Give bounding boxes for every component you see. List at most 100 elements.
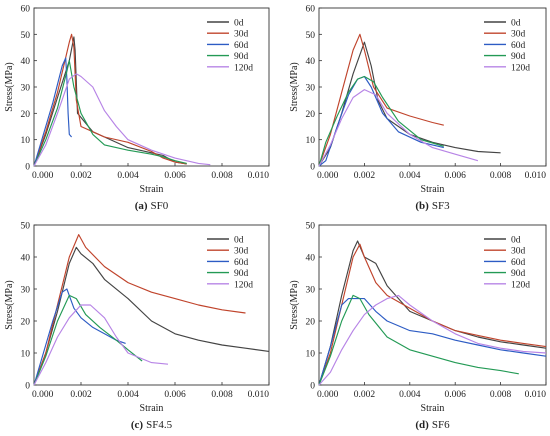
x-tick-label: 0.002	[354, 390, 376, 400]
legend-label-120d: 120d	[511, 280, 530, 290]
y-tick-label: 10	[21, 136, 31, 146]
legend-label-30d: 30d	[234, 247, 249, 257]
x-tick-label: 0.006	[445, 390, 467, 400]
legend-label-120d: 120d	[234, 63, 253, 73]
series-line-30d	[33, 33, 187, 167]
y-tick-label: 50	[306, 31, 316, 41]
y-tick-label: 0	[310, 163, 315, 173]
legend-label-60d: 60d	[511, 41, 526, 51]
x-tick-label: 0.004	[399, 390, 421, 400]
series-line-90d	[33, 294, 143, 386]
x-tick-label: 0.010	[525, 171, 547, 181]
legend-label-90d: 90d	[511, 52, 526, 62]
x-tick-label: 0.008	[490, 390, 512, 400]
panel-caption-name: SF4.5	[146, 419, 172, 431]
series-line-60d	[318, 298, 547, 386]
y-tick-label: 40	[306, 57, 316, 67]
legend-label-120d: 120d	[511, 63, 530, 73]
chart-panel-sf6: 0.000 0.002 0.004 0.006 0.008 0.010 0 10 20 30 40 5…	[289, 222, 547, 431]
y-tick-label: 50	[21, 31, 31, 41]
y-tick-label: 0	[25, 163, 30, 173]
y-tick-label: 20	[306, 318, 316, 328]
x-tick-label: 0.004	[399, 171, 421, 181]
x-tick-label: 0.002	[70, 171, 92, 181]
y-tick-label: 30	[306, 84, 316, 94]
x-tick-label: 0.010	[525, 390, 547, 400]
panel-caption-tag: (d)	[415, 419, 429, 431]
chart-panel-sf0: 0.000 0.002 0.004 0.006 0.008 0.010 0 10 20 30 40 5…	[4, 5, 270, 212]
series-line-120d	[33, 73, 211, 167]
x-axis-label: Strain	[421, 403, 445, 414]
legend-label-90d: 90d	[234, 269, 249, 279]
panel-caption: (a) SF0	[135, 200, 169, 212]
y-tick-label: 20	[21, 110, 31, 120]
y-tick-label: 50	[21, 222, 31, 232]
panel-caption-name: SF6	[432, 419, 450, 431]
x-tick-label: 0.002	[354, 171, 376, 181]
y-tick-label: 60	[306, 5, 316, 15]
legend-label-60d: 60d	[511, 258, 526, 268]
legend-label-0d: 0d	[511, 236, 521, 246]
y-tick-label: 30	[21, 286, 31, 296]
series-line-90d	[318, 75, 444, 167]
y-tick-label: 20	[306, 110, 316, 120]
series-line-0d	[33, 36, 187, 167]
series-line-120d	[33, 304, 169, 386]
series-line-60d	[33, 288, 126, 386]
x-tick-label: 0.010	[248, 390, 270, 400]
series-line-0d	[33, 246, 270, 386]
y-tick-label: 10	[306, 136, 316, 146]
legend-label-0d: 0d	[234, 236, 244, 246]
series-line-30d	[318, 243, 547, 386]
y-tick-label: 0	[310, 382, 315, 392]
panel-caption: (c) SF4.5	[131, 419, 173, 431]
x-tick-label: 0.000	[317, 171, 339, 181]
panel-caption: (d) SF6	[415, 419, 450, 431]
legend-label-90d: 90d	[511, 269, 526, 279]
legend-label-0d: 0d	[234, 19, 244, 29]
series-line-30d	[318, 33, 444, 167]
plot-frame	[318, 224, 547, 386]
y-tick-label: 30	[306, 286, 316, 296]
plot-frame	[33, 224, 270, 386]
x-tick-label: 0.004	[117, 171, 139, 181]
series-line-90d	[318, 294, 519, 386]
y-tick-label: 50	[306, 222, 316, 232]
legend-label-120d: 120d	[234, 280, 253, 290]
chart-panel-sf3: 0.000 0.002 0.004 0.006 0.008 0.010 0 10 20 30 40 5…	[289, 5, 547, 212]
x-tick-label: 0.010	[248, 171, 270, 181]
legend-label-30d: 30d	[511, 30, 526, 40]
legend-label-60d: 60d	[234, 41, 249, 51]
series-line-120d	[318, 89, 479, 167]
y-tick-label: 60	[21, 5, 31, 15]
series-line-60d	[33, 57, 73, 167]
series-line-120d	[318, 294, 547, 386]
x-tick-label: 0.002	[70, 390, 92, 400]
series-line-60d	[318, 75, 444, 167]
y-axis-label: Stress(MPa)	[289, 280, 300, 329]
series-line-90d	[33, 60, 187, 167]
y-tick-label: 30	[21, 84, 31, 94]
panel-caption-tag: (b)	[415, 200, 429, 212]
legend-label-30d: 30d	[234, 30, 249, 40]
x-tick-label: 0.006	[445, 171, 467, 181]
chart-panel-sf4-5: 0.000 0.002 0.004 0.006 0.008 0.010 0 10 20 30 40 5…	[4, 222, 270, 431]
x-tick-label: 0.008	[211, 171, 233, 181]
x-tick-label: 0.000	[32, 171, 54, 181]
y-tick-label: 40	[21, 57, 31, 67]
x-axis-label: Strain	[421, 184, 445, 195]
legend-label-30d: 30d	[511, 247, 526, 257]
x-tick-label: 0.006	[164, 171, 186, 181]
legend-label-0d: 0d	[511, 19, 521, 29]
legend-label-60d: 60d	[234, 258, 249, 268]
y-tick-label: 10	[306, 350, 316, 360]
x-tick-label: 0.000	[317, 390, 339, 400]
y-tick-label: 40	[306, 254, 316, 264]
x-tick-label: 0.000	[32, 390, 54, 400]
series-line-0d	[318, 41, 501, 167]
panel-caption: (b) SF3	[415, 200, 450, 212]
x-tick-label: 0.008	[211, 390, 233, 400]
y-axis-label: Stress(MPa)	[289, 62, 300, 111]
series-line-0d	[318, 240, 547, 386]
y-axis-label: Stress(MPa)	[4, 62, 15, 111]
